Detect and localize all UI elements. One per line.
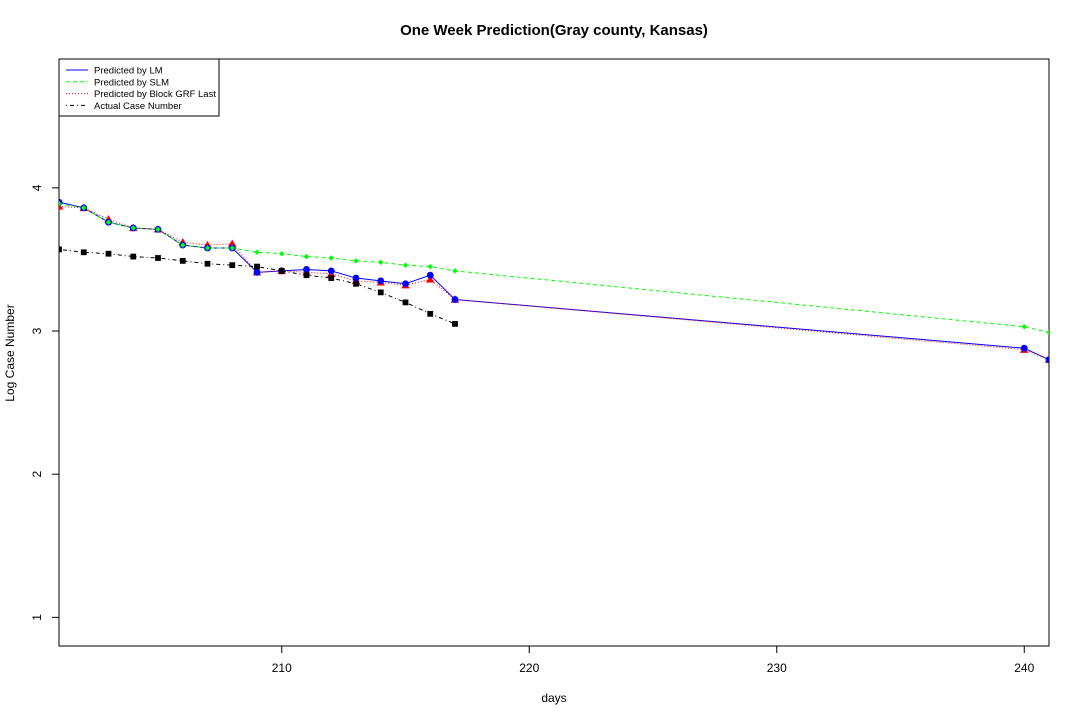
y-tick-label: 4 [30, 184, 44, 191]
legend-item: Predicted by LM [66, 66, 163, 77]
markers-triangle [59, 202, 1049, 363]
series-predicted-by-slm [59, 203, 1049, 333]
legend-item: Predicted by Block GRF Last [66, 89, 216, 100]
data-point [278, 268, 285, 274]
data-point [81, 205, 87, 211]
series-predicted-by-block-grf-last [59, 205, 1049, 361]
legend-box [58, 58, 220, 117]
data-point [229, 262, 236, 269]
y-tick-label: 3 [30, 327, 44, 334]
series-line [59, 205, 1049, 361]
data-point [328, 255, 334, 261]
data-point [452, 320, 458, 327]
data-point [155, 226, 161, 233]
data-point [1046, 329, 1049, 336]
data-point [451, 296, 459, 303]
y-axis-label: Log Case Number [3, 304, 17, 401]
data-point [279, 250, 285, 257]
data-point [303, 253, 310, 260]
data-point [130, 253, 137, 260]
legend-label: Actual Case Number [94, 101, 182, 112]
data-point [452, 268, 458, 274]
data-point [427, 310, 434, 317]
markers-diamond [59, 200, 1049, 336]
series-layer [59, 198, 1049, 364]
data-point [254, 263, 260, 270]
data-point [105, 250, 112, 257]
data-point [426, 275, 435, 283]
data-point [228, 239, 237, 247]
y-axis: 1 2 3 4 [30, 184, 59, 621]
data-point [353, 280, 359, 287]
series-line [59, 248, 456, 325]
data-point [105, 219, 112, 225]
data-point [155, 255, 161, 261]
x-tick-label: 220 [519, 661, 539, 675]
data-point [426, 271, 434, 279]
data-point [253, 268, 261, 276]
y-tick-label: 2 [30, 471, 44, 478]
data-point [378, 259, 384, 266]
data-point [130, 225, 136, 231]
chart-title: One Week Prediction(Gray county, Kansas) [400, 22, 708, 39]
y-tick-label: 1 [30, 614, 44, 621]
legend-item: Predicted by SLM [66, 77, 169, 88]
data-point [402, 299, 409, 306]
data-point [59, 246, 62, 253]
legend-label: Predicted by Block GRF Last [94, 89, 216, 100]
data-point [229, 245, 235, 251]
data-point [180, 242, 186, 248]
data-point [352, 274, 360, 282]
legend-item: Actual Case Number [66, 101, 182, 112]
data-point [303, 266, 310, 273]
series-line [59, 203, 1049, 333]
data-point [353, 258, 359, 264]
plot-frame [58, 58, 1050, 647]
legend-label: Predicted by SLM [94, 77, 169, 88]
data-point [80, 249, 87, 256]
data-point [427, 263, 433, 270]
data-point [327, 267, 335, 275]
data-point [303, 272, 310, 279]
data-point [1045, 356, 1049, 364]
x-tick-label: 230 [767, 661, 787, 675]
data-point [402, 280, 409, 288]
data-point [377, 289, 384, 296]
data-point [204, 245, 211, 251]
series-actual-case-number [59, 248, 456, 325]
x-axis-label: days [541, 691, 566, 705]
data-point [179, 257, 186, 264]
data-point [59, 200, 62, 207]
data-point [377, 277, 385, 285]
data-point [254, 249, 260, 256]
x-axis: 210 220 230 240 [272, 646, 1035, 675]
x-tick-label: 210 [272, 661, 292, 675]
data-point [402, 262, 409, 268]
legend-label: Predicted by LM [94, 66, 163, 77]
data-point [328, 275, 335, 281]
markers-square [59, 246, 458, 327]
x-tick-label: 240 [1014, 661, 1034, 675]
data-point [1020, 344, 1028, 352]
data-point [1021, 324, 1027, 330]
data-point [204, 260, 211, 267]
